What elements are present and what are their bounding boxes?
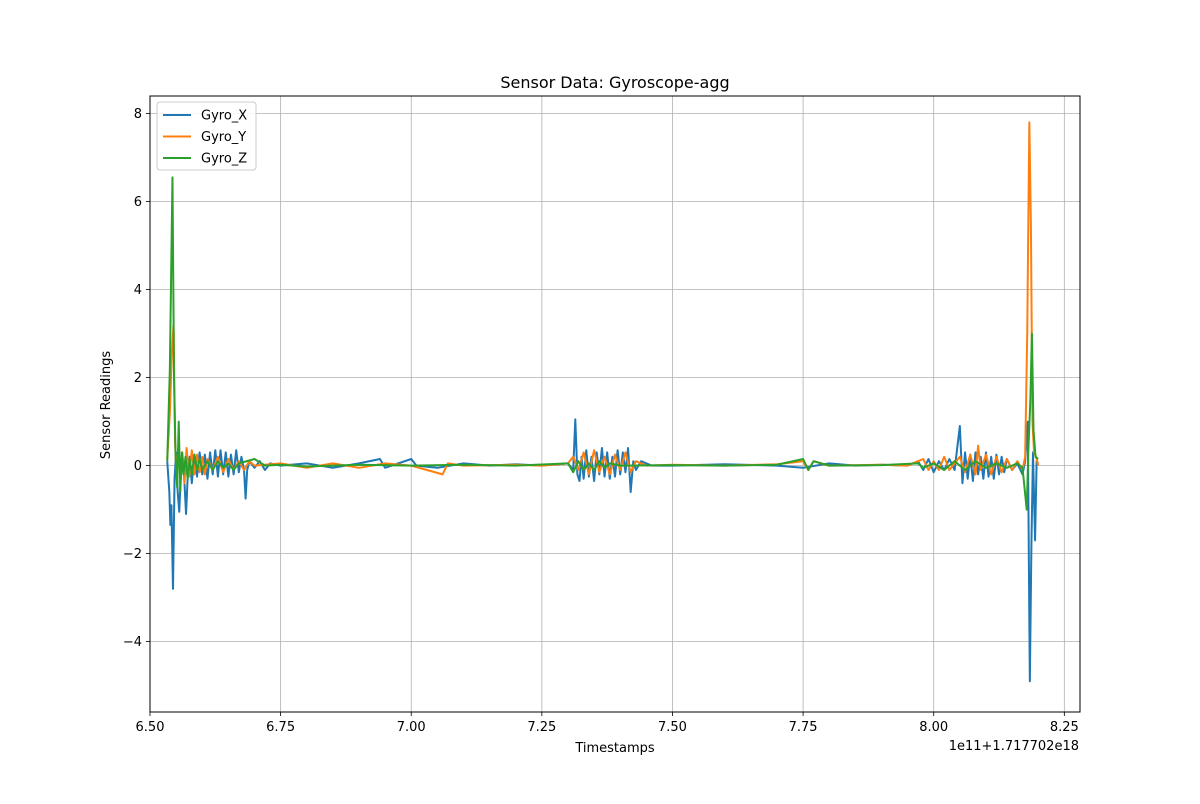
y-tick-label: −2: [123, 547, 142, 562]
x-tick-label: 7.75: [789, 720, 818, 735]
legend-label-gyro-y: Gyro_Y: [201, 130, 246, 145]
x-tick-label: 7.00: [397, 720, 426, 735]
y-tick-label: 6: [134, 195, 142, 210]
y-tick-label: 4: [134, 283, 142, 298]
x-tick-label: 8.25: [1050, 720, 1079, 735]
legend-label-gyro-z: Gyro_Z: [201, 152, 247, 167]
grid: [149, 96, 1080, 712]
legend-box: [156, 101, 257, 171]
y-tick-label: 2: [134, 371, 142, 386]
y-tick-label: 8: [134, 107, 142, 122]
series-layer: [166, 121, 1040, 683]
series-line-gyro-z: [166, 176, 1039, 511]
x-tick-label: 7.50: [658, 720, 687, 735]
y-tick-label: −4: [123, 635, 142, 650]
y-axis-label: Sensor Readings: [99, 351, 114, 459]
x-tick-label: 6.75: [266, 720, 295, 735]
chart-title: Sensor Data: Gyroscope-agg: [500, 73, 729, 92]
x-axis-offset-label: 1e11+1.717702e18: [949, 739, 1079, 754]
y-tick-label: 0: [134, 459, 142, 474]
x-tick-label: 8.00: [919, 720, 948, 735]
x-axis-label: Timestamps: [574, 741, 655, 756]
ticks: 6.50 6.75 7.00 7.25 7.50 7.75 8.00 8.25 −4 −2 0 2 4 6…: [123, 107, 1079, 735]
series-line-gyro-y: [166, 121, 1040, 485]
x-tick-label: 7.25: [527, 720, 556, 735]
legend-label-gyro-x: Gyro_X: [201, 109, 247, 124]
plot-frame: [149, 95, 1081, 713]
x-tick-label: 6.50: [136, 720, 165, 735]
legend: Gyro_X Gyro_Y Gyro_Z: [156, 101, 257, 171]
